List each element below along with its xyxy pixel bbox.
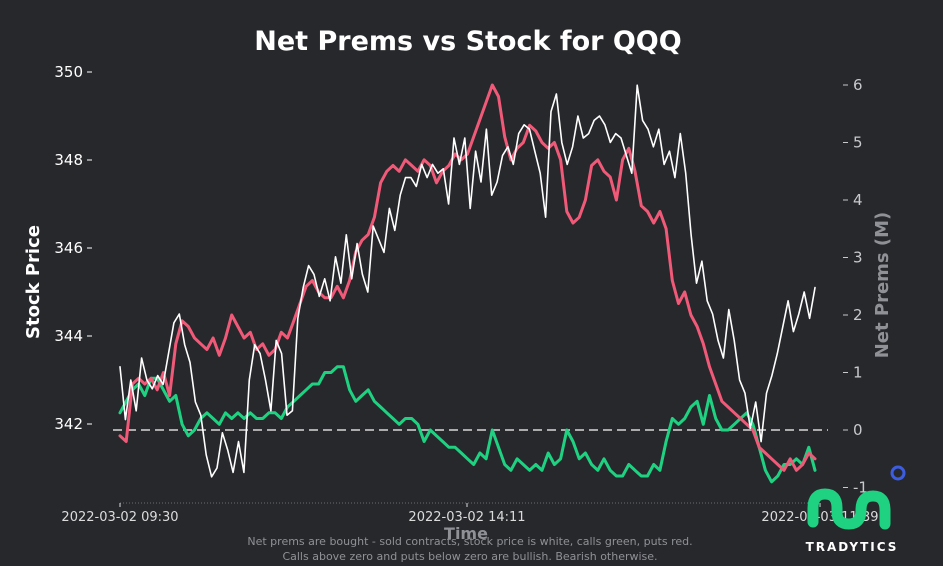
left-tick-label: 348 <box>54 151 83 169</box>
x-tick-label: 2022-03-02 09:30 <box>61 510 178 525</box>
right-tick-label: 5 <box>853 134 863 152</box>
chart-title: Net Prems vs Stock for QQQ <box>254 26 681 57</box>
right-tick-label: 1 <box>853 364 863 382</box>
tradytics-logo-icon <box>807 465 906 530</box>
brand-name: TRADYTICS <box>806 540 899 554</box>
left-tick-label: 342 <box>54 415 83 433</box>
right-tick-label: 2 <box>853 306 863 324</box>
series-line-calls <box>118 365 817 484</box>
x-axis-label: Time <box>444 524 488 543</box>
series-layer <box>118 83 817 484</box>
series-line-puts <box>118 83 817 472</box>
right-tick-label: 6 <box>853 76 863 94</box>
footnote-line-2: Calls above zero and puts below zero are… <box>282 550 657 563</box>
left-axis: 342 344 346 348 350 <box>54 63 92 433</box>
left-tick-label: 350 <box>54 63 83 81</box>
logo-wave-icon <box>807 488 891 530</box>
x-tick-label: 2022-03-02 14:11 <box>408 510 525 525</box>
left-axis-label: Stock Price <box>23 225 44 339</box>
right-axis: -1 0 1 2 3 4 5 6 <box>843 76 868 497</box>
left-tick-label: 346 <box>54 239 83 257</box>
left-tick-label: 344 <box>54 327 83 345</box>
right-tick-label: -1 <box>853 479 868 497</box>
right-tick-label: 4 <box>853 191 863 209</box>
footnote-line-1: Net prems are bought - sold contracts, s… <box>247 535 692 548</box>
logo-dot-icon <box>890 465 906 481</box>
right-tick-label: 0 <box>853 421 863 439</box>
right-axis-label: Net Prems (M) <box>872 212 893 359</box>
series-line-stock-price <box>119 84 816 478</box>
right-tick-label: 3 <box>853 249 863 267</box>
